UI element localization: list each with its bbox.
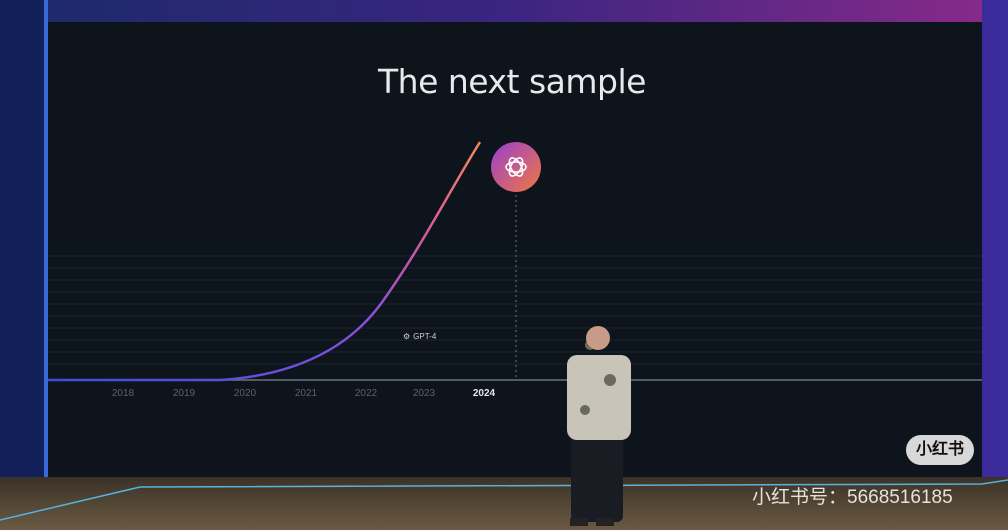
year-label: 2020: [233, 388, 257, 399]
slide-screen: [48, 22, 982, 477]
growth-curve: [48, 141, 482, 382]
watermark-account: 小红书号：5668516185: [752, 487, 953, 508]
slide-title: The next sample: [378, 62, 646, 101]
top-led-strip: [0, 0, 1008, 25]
year-label-current: 2024: [472, 388, 496, 399]
gpt4-label: GPT-4: [413, 332, 437, 341]
gridlines: [48, 255, 982, 365]
presenter: [567, 326, 631, 526]
year-label: 2019: [172, 388, 196, 399]
year-label: 2018: [111, 388, 135, 399]
gpt4-marker: ⚙ GPT-4: [403, 332, 436, 341]
year-label: 2023: [412, 388, 436, 399]
watermark-badge: 小红书: [906, 435, 974, 465]
year-label: 2021: [294, 388, 318, 399]
year-label: 2022: [354, 388, 378, 399]
openai-logo-icon: ⚙: [403, 332, 411, 341]
openai-logo-icon: [491, 142, 541, 192]
